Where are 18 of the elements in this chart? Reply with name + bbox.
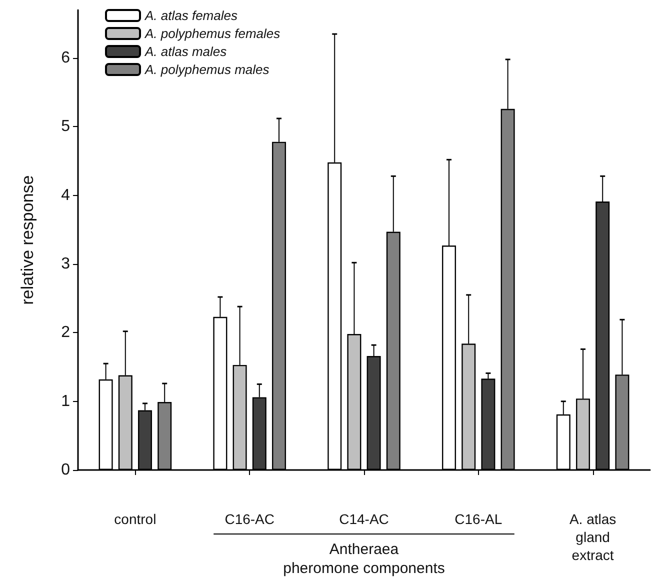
x-tick-label: C14-AC bbox=[339, 511, 389, 527]
y-tick-label: 1 bbox=[61, 392, 70, 410]
x-tick-label: control bbox=[114, 511, 156, 527]
legend-label: A. atlas males bbox=[144, 44, 228, 59]
y-tick-label: 5 bbox=[61, 118, 70, 136]
y-tick-label: 3 bbox=[61, 256, 70, 273]
text: Antheraea pheromone components bbox=[283, 541, 445, 577]
y-tick-label: 6 bbox=[61, 50, 70, 67]
x-tick-label: C16-AL bbox=[454, 511, 502, 527]
legend-label: A. atlas females bbox=[144, 8, 238, 23]
x-tick-label: A. atlas gland extract bbox=[569, 511, 616, 563]
legend-label: A. polyphemus females bbox=[144, 26, 281, 41]
y-tick-label: 0 bbox=[61, 462, 70, 478]
y-tick-label: 4 bbox=[61, 186, 70, 204]
y-tick-label: 2 bbox=[61, 324, 70, 342]
x-tick-label: C16-AC bbox=[224, 511, 274, 527]
legend-label: A. polyphemus males bbox=[144, 62, 270, 77]
y-axis-title: relative response bbox=[18, 175, 37, 305]
